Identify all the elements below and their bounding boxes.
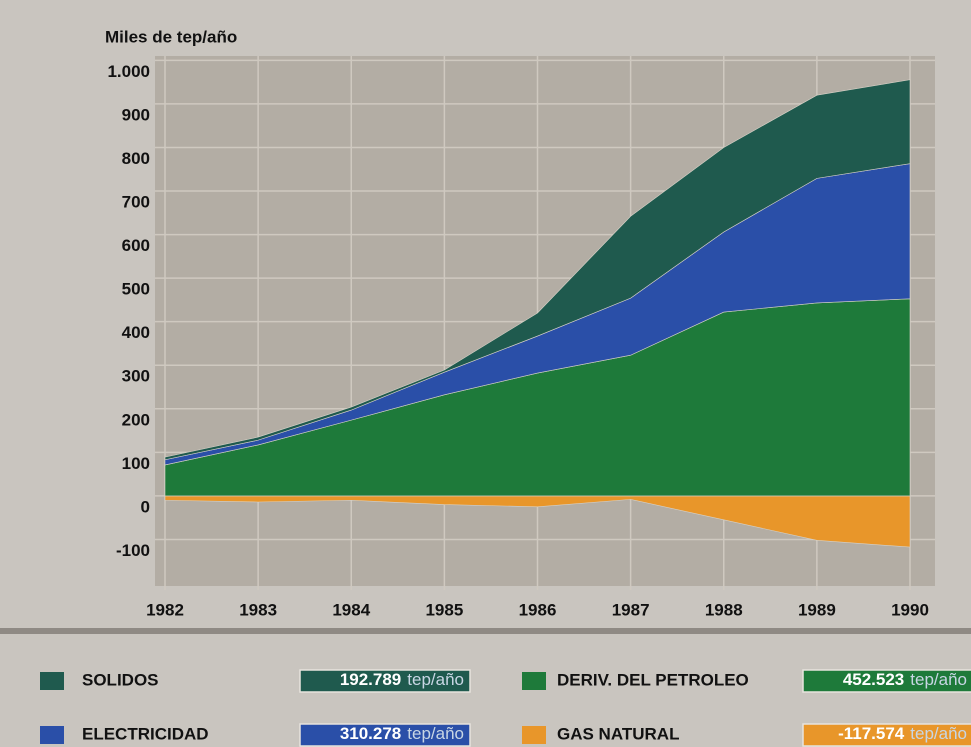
legend-value-box (299, 669, 471, 693)
x-tick-label: 1984 (332, 600, 370, 619)
legend-value-box (802, 723, 971, 747)
y-tick-label: 900 (122, 105, 150, 124)
legend-swatch (522, 672, 546, 690)
legend-value-unit: tep/año (910, 724, 967, 743)
y-tick-label: 300 (122, 367, 150, 386)
legend-value: 192.789 tep/año (340, 670, 464, 689)
legend-value-unit: tep/año (407, 670, 464, 689)
y-tick-label: 1.000 (107, 62, 150, 81)
legend-label: ELECTRICIDAD (82, 724, 209, 743)
legend-value-box (299, 723, 471, 747)
x-tick-label: 1990 (891, 600, 929, 619)
legend-value: -117.574 tep/año (838, 724, 967, 743)
legend-label: SOLIDOS (82, 670, 159, 689)
divider (0, 628, 971, 634)
y-tick-label: 600 (122, 236, 150, 255)
legend-value-number: -117.574 (838, 724, 905, 743)
y-tick-label: 400 (122, 323, 150, 342)
y-tick-label: 700 (122, 193, 150, 212)
y-tick-label: -100 (116, 541, 150, 560)
legend-swatch (40, 726, 64, 744)
legend-value-number: 452.523 (843, 670, 904, 689)
x-tick-label: 1987 (612, 600, 650, 619)
y-tick-label: 800 (122, 149, 150, 168)
legend-value-unit: tep/año (407, 724, 464, 743)
x-tick-label: 1988 (705, 600, 743, 619)
x-tick-label: 1983 (239, 600, 277, 619)
y-tick-label: 200 (122, 410, 150, 429)
x-tick-label: 1982 (146, 600, 184, 619)
y-tick-label: 100 (122, 454, 150, 473)
legend-swatch (40, 672, 64, 690)
y-tick-label: 500 (122, 280, 150, 299)
legend-label: DERIV. DEL PETROLEO (557, 670, 749, 689)
legend-value: 310.278 tep/año (340, 724, 464, 743)
legend-value-box (802, 669, 971, 693)
y-tick-label: 0 (141, 497, 150, 516)
y-axis-label: Miles de tep/año (105, 27, 237, 46)
legend-value-number: 192.789 (340, 670, 401, 689)
legend-label: GAS NATURAL (557, 724, 679, 743)
x-tick-label: 1986 (519, 600, 557, 619)
area (164, 79, 911, 461)
legend-value-unit: tep/año (910, 670, 967, 689)
x-tick-label: 1985 (425, 600, 463, 619)
legend-value-number: 310.278 (340, 724, 401, 743)
x-tick-label: 1989 (798, 600, 836, 619)
legend-swatch (522, 726, 546, 744)
legend-value: 452.523 tep/año (843, 670, 967, 689)
